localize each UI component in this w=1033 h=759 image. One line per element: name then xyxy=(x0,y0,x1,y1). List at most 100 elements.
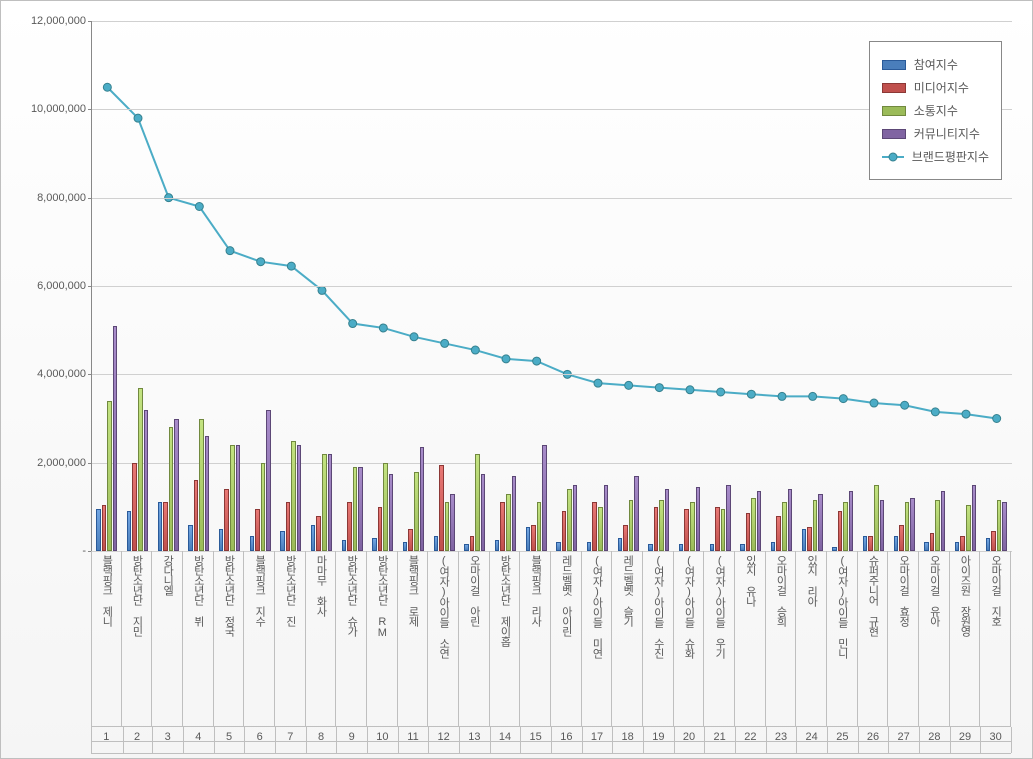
bar-media xyxy=(684,509,689,551)
x-category-name: 슈퍼주니어 규현 xyxy=(867,555,878,636)
bar-communication xyxy=(383,463,388,551)
x-rank-cell xyxy=(704,727,736,753)
bar-communication xyxy=(353,467,358,551)
bar-community xyxy=(113,326,118,551)
bar-communication xyxy=(905,502,910,551)
x-rank-cell xyxy=(91,727,124,753)
bar-media xyxy=(163,502,168,551)
x-rank-cell xyxy=(643,727,675,753)
bar-participation xyxy=(127,511,132,551)
bar-media xyxy=(224,489,229,551)
bar-communication xyxy=(813,500,818,551)
bar-media xyxy=(746,513,751,551)
bar-participation xyxy=(311,525,316,552)
x-rank-cell xyxy=(428,727,460,753)
x-category-cell: 방탄소년단 제이홉 xyxy=(490,551,521,726)
bar-media xyxy=(868,536,873,551)
bar-participation xyxy=(955,542,960,551)
bar-communication xyxy=(874,485,879,551)
bar-media xyxy=(899,525,904,552)
x-category-cell: 있지 리아 xyxy=(796,551,827,726)
x-rank-cell xyxy=(950,727,982,753)
ytick-label: 2,000,000 xyxy=(37,457,86,469)
x-category-cell: 방탄소년단 슈가 xyxy=(336,551,367,726)
bar-community xyxy=(696,487,701,551)
bar-community xyxy=(481,474,486,551)
legend-label: 미디어지수 xyxy=(914,79,969,96)
bar-communication xyxy=(782,502,787,551)
bar-media xyxy=(378,507,383,551)
bar-communication xyxy=(138,388,143,551)
bar-participation xyxy=(863,536,868,551)
bar-community xyxy=(757,491,762,551)
x-category-cell: 레드벨벳 아이린 xyxy=(551,551,582,726)
x-category-name: (여자)아이들 민니 xyxy=(836,555,847,658)
x-category-cell: 슈퍼주니어 규현 xyxy=(858,551,889,726)
bar-participation xyxy=(740,544,745,551)
gridline xyxy=(92,21,1012,22)
bar-participation xyxy=(495,540,500,551)
x-category-cell: 블랙핑크 로제 xyxy=(398,551,429,726)
x-category-cell: (여자)아이들 소연 xyxy=(428,551,459,726)
bar-media xyxy=(654,507,659,551)
x-rank-cell xyxy=(735,727,767,753)
x-category-cell: (여자)아이들 민니 xyxy=(827,551,858,726)
bar-community xyxy=(604,485,609,551)
bar-community xyxy=(144,410,149,551)
legend-label: 참여지수 xyxy=(914,56,958,73)
legend-label: 브랜드평판지수 xyxy=(912,148,989,165)
x-category-name: (여자)아이들 슈화 xyxy=(683,555,694,658)
bar-participation xyxy=(924,542,929,551)
x-category-name: 블랙핑크 제니 xyxy=(101,555,112,626)
ytick xyxy=(88,286,92,287)
bar-media xyxy=(132,463,137,551)
ytick-label: 8,000,000 xyxy=(37,192,86,204)
legend-label: 커뮤니티지수 xyxy=(914,125,980,142)
bar-media xyxy=(960,536,965,551)
x-category-name: 오마이걸 아린 xyxy=(468,555,479,626)
bar-participation xyxy=(526,527,531,551)
x-category-cell: 블랙핑크 리사 xyxy=(520,551,551,726)
x-rank-cell xyxy=(980,727,1012,753)
bar-community xyxy=(297,445,302,551)
x-rank-cell xyxy=(459,727,491,753)
legend-item-brand: 브랜드평판지수 xyxy=(882,148,989,165)
bar-communication xyxy=(997,500,1002,551)
legend-item-community: 커뮤니티지수 xyxy=(882,125,989,142)
bar-community xyxy=(205,436,210,551)
x-category-name: (여자)아이들 소연 xyxy=(438,555,449,658)
x-category-name: 블랙핑크 로제 xyxy=(407,555,418,626)
bar-communication xyxy=(966,505,971,551)
x-rank-cell xyxy=(122,727,154,753)
x-category-cell: 오마이걸 유아 xyxy=(919,551,950,726)
x-rank-cell xyxy=(551,727,583,753)
x-category-cell: (여자)아이들 우기 xyxy=(704,551,735,726)
bar-community xyxy=(420,447,425,551)
bar-communication xyxy=(721,509,726,551)
x-category-cell: 방탄소년단 RM xyxy=(367,551,398,726)
x-axis-names: 블랙핑크 제니방탄소년단 지민강다니엘방탄소년단 뷔방탄소년단 정국블랙핑크 지… xyxy=(91,551,1011,742)
bar-participation xyxy=(403,542,408,551)
bar-communication xyxy=(169,427,174,551)
bar-participation xyxy=(188,525,193,552)
legend-swatch xyxy=(882,106,906,116)
x-rank-cell xyxy=(306,727,338,753)
legend-item-media: 미디어지수 xyxy=(882,79,989,96)
bar-community xyxy=(849,491,854,551)
bar-communication xyxy=(537,502,542,551)
bar-participation xyxy=(802,529,807,551)
bar-media xyxy=(930,533,935,551)
bar-media xyxy=(715,507,720,551)
bar-community xyxy=(358,467,363,551)
x-category-name: 방탄소년단 지민 xyxy=(131,555,142,636)
x-rank-cell xyxy=(888,727,920,753)
bar-participation xyxy=(250,536,255,551)
x-rank-cell xyxy=(919,727,951,753)
x-rank-cell xyxy=(612,727,644,753)
x-axis-ranks: 1234567891011121314151617181920212223242… xyxy=(91,726,1011,754)
bar-community xyxy=(972,485,977,551)
bar-media xyxy=(991,531,996,551)
bar-communication xyxy=(475,454,480,551)
bar-media xyxy=(194,480,199,551)
bar-communication xyxy=(935,500,940,551)
